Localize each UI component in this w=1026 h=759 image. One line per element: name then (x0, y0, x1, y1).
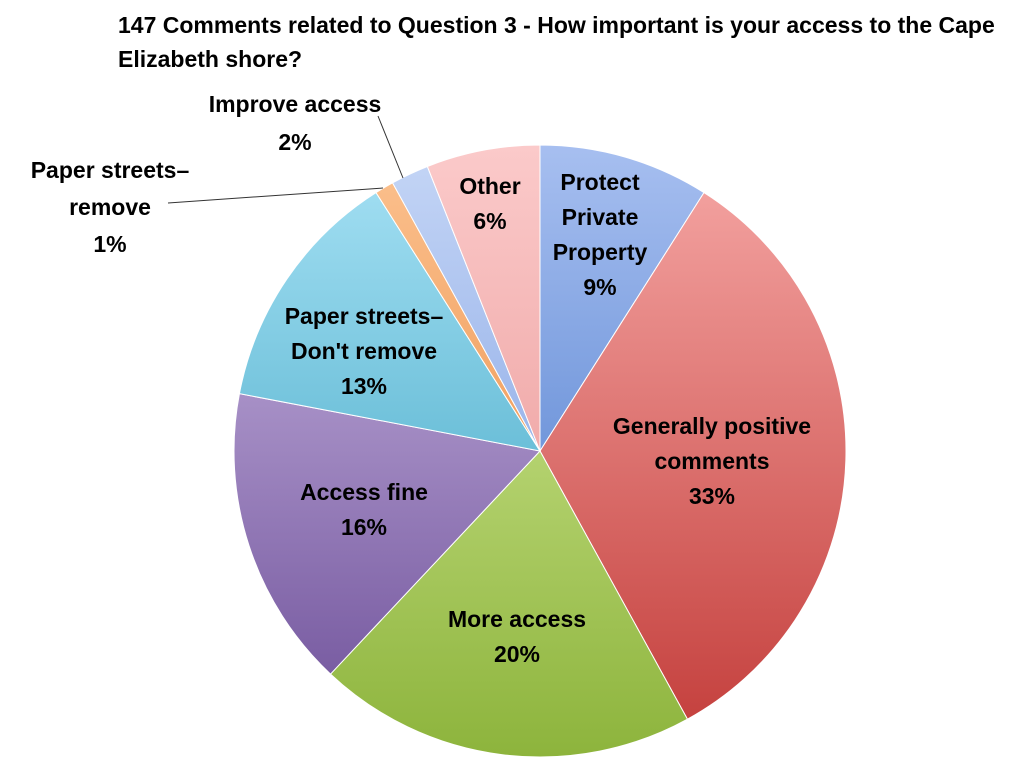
slice-label-remove: Paper streets– remove 1% (31, 157, 190, 257)
slice-positive (539, 191, 847, 720)
slice-label-positive: Generally positive comments 33% (613, 413, 811, 509)
slice-name-label: Improve access (209, 91, 382, 117)
slice-value-label: 33% (689, 483, 735, 509)
slice-name-label: More access (448, 606, 586, 632)
slice-value-label: 13% (341, 373, 387, 399)
slice-more (329, 450, 689, 758)
slice-value-label: 6% (473, 208, 506, 234)
slice-other (426, 144, 541, 452)
slice-label-more: More access 20% (448, 606, 586, 667)
slice-fine (233, 393, 541, 675)
slice-name-label: comments (654, 448, 769, 474)
slice-label-other: Other 6% (459, 173, 520, 234)
slice-name-label: Generally positive (613, 413, 811, 439)
slice-label-fine: Access fine 16% (300, 479, 428, 540)
slice-name-label: Paper streets– (285, 303, 444, 329)
chart-title: 147 Comments related to Question 3 - How… (118, 12, 995, 72)
slice-label-dont-remove: Paper streets– Don't remove 13% (285, 303, 444, 399)
leader-line-improve (377, 115, 404, 179)
slice-value-label: 20% (494, 641, 540, 667)
slice-value-label: 2% (278, 129, 311, 155)
leader-lines-layer (167, 115, 404, 204)
slice-dont-remove (238, 191, 542, 452)
slice-label-improve: Improve access 2% (209, 91, 382, 155)
slice-name-label: Access fine (300, 479, 428, 505)
slice-label-protect: Protect Private Property 9% (553, 169, 648, 300)
slice-name-label: Paper streets– (31, 157, 190, 183)
slice-name-label: Property (553, 239, 648, 265)
slice-value-label: 9% (583, 274, 616, 300)
slice-name-label: Protect (560, 169, 640, 195)
slice-name-label: Other (459, 173, 520, 199)
labels-layer: Protect Private Property 9% Generally positi… (31, 91, 811, 667)
slice-value-label: 16% (341, 514, 387, 540)
slices-layer (233, 144, 847, 758)
slice-value-label: 1% (93, 231, 126, 257)
slice-name-label: Private (562, 204, 639, 230)
slice-name-label: Don't remove (291, 338, 437, 364)
leader-line-remove (167, 187, 384, 204)
slice-name-label: remove (69, 194, 151, 220)
slice-protect (539, 144, 705, 453)
